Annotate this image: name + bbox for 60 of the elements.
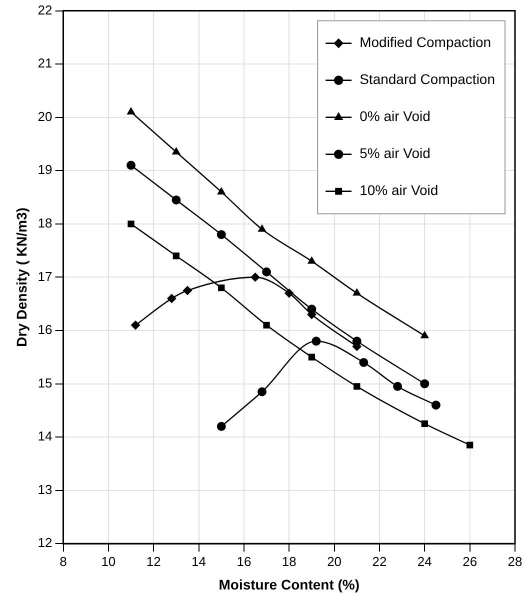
point <box>284 288 294 298</box>
x-tick-label: 26 <box>462 554 478 569</box>
point <box>218 284 225 292</box>
y-tick-label: 18 <box>38 216 52 230</box>
point <box>308 256 316 264</box>
point <box>263 322 270 328</box>
point <box>308 354 316 360</box>
x-tick-label: 20 <box>327 554 342 569</box>
y-tick-label: 22 <box>38 2 52 18</box>
x-tick-label: 18 <box>282 554 296 569</box>
point <box>167 294 176 304</box>
legend-label: Standard Compaction <box>360 71 496 88</box>
point <box>217 187 226 194</box>
y-tick-label: 12 <box>38 535 52 550</box>
x-tick-label: 12 <box>146 554 161 569</box>
x-tick-label: 8 <box>60 554 67 569</box>
point <box>420 379 430 388</box>
point <box>420 331 429 338</box>
point <box>172 252 180 260</box>
point <box>393 382 402 391</box>
y-tick-label: 19 <box>38 162 52 178</box>
point <box>352 288 361 296</box>
x-tick-label: 16 <box>236 554 252 569</box>
point <box>128 220 134 228</box>
x-tick-label: 28 <box>508 554 522 569</box>
x-tick-label: 22 <box>372 554 387 569</box>
y-tick-label: 16 <box>38 322 52 338</box>
point <box>216 230 226 240</box>
y-tick-label: 20 <box>38 108 52 124</box>
x-axis-title: Moisture Content (%) <box>218 576 360 592</box>
y-tick-label: 17 <box>38 268 52 284</box>
point <box>127 108 135 115</box>
point <box>359 358 368 367</box>
y-tick-label: 21 <box>38 56 52 71</box>
point <box>312 336 321 346</box>
y-tick-label: 15 <box>38 375 52 390</box>
point <box>126 160 136 170</box>
legend-label: 5% air Void <box>360 145 430 162</box>
y-tick-label: 14 <box>38 428 52 444</box>
point <box>262 267 272 276</box>
point <box>131 320 140 330</box>
y-tick-label: 13 <box>38 482 52 497</box>
point <box>354 383 360 390</box>
point <box>216 422 226 431</box>
legend-label: 0% air Void <box>360 108 430 124</box>
legend-label: 10% air Void <box>360 182 438 198</box>
point <box>258 224 266 232</box>
y-axis-title: Dry Density ( KN/m3) <box>13 208 30 347</box>
point <box>250 272 260 282</box>
point <box>431 400 440 410</box>
point <box>172 195 181 204</box>
point <box>466 442 474 448</box>
x-tick-label: 14 <box>192 554 206 569</box>
point <box>421 420 428 428</box>
point <box>258 387 267 396</box>
x-tick-label: 24 <box>417 554 432 569</box>
legend-label: Modified Compaction <box>360 34 492 50</box>
x-tick-label: 10 <box>101 554 116 569</box>
point <box>182 286 192 296</box>
point <box>172 147 180 154</box>
